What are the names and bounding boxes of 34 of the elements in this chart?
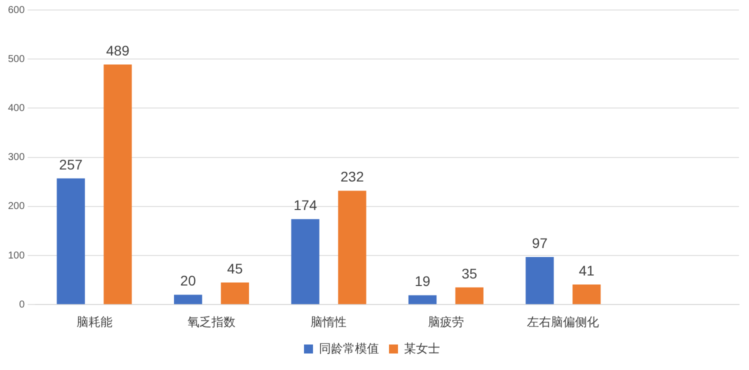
- legend-label: 某女士: [404, 341, 440, 356]
- y-tick-label: 400: [8, 102, 26, 114]
- data-label: 35: [462, 265, 478, 282]
- bar: [56, 178, 85, 304]
- data-label: 257: [59, 156, 83, 172]
- data-label: 45: [227, 260, 243, 276]
- x-tick-label: 脑疲劳: [428, 315, 464, 330]
- bar: [291, 219, 320, 304]
- data-label: 41: [578, 262, 595, 278]
- bar: [338, 190, 366, 304]
- bar: [220, 282, 250, 304]
- y-tick-label: 300: [8, 152, 26, 164]
- bar: [104, 64, 132, 304]
- bar: [455, 287, 484, 304]
- data-label: 489: [106, 42, 130, 58]
- legend-label: 同龄常模值: [319, 341, 379, 356]
- y-tick-label: 0: [19, 299, 26, 310]
- data-label: 97: [532, 234, 548, 251]
- bar: [526, 256, 554, 304]
- bar: [572, 284, 601, 304]
- bar: [174, 294, 202, 304]
- y-tick-label: 500: [8, 54, 26, 65]
- data-label: 19: [414, 273, 431, 290]
- x-tick-label: 氧乏指数: [188, 315, 236, 330]
- y-tick-label: 100: [8, 250, 26, 262]
- bar: [408, 295, 437, 304]
- x-tick-label: 脑耗能: [76, 315, 112, 330]
- y-tick-label: 200: [8, 201, 26, 212]
- data-label: 232: [340, 168, 364, 185]
- data-label: 20: [180, 272, 196, 289]
- y-tick-label: 600: [8, 4, 26, 16]
- x-tick-label: 左右脑偏侧化: [527, 315, 600, 330]
- x-tick-label: 脑惰性: [310, 315, 347, 330]
- data-label: 174: [294, 197, 318, 214]
